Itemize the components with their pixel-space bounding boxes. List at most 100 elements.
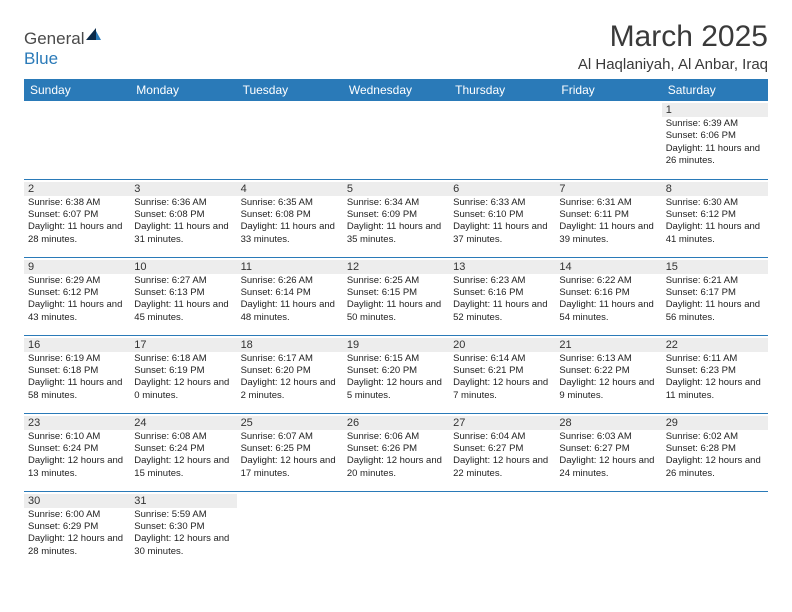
weekday-header: Thursday bbox=[449, 79, 555, 101]
day-cell: 26Sunrise: 6:06 AMSunset: 6:26 PMDayligh… bbox=[343, 413, 449, 491]
day-details: Sunrise: 6:02 AMSunset: 6:28 PMDaylight:… bbox=[666, 431, 764, 480]
day-details: Sunrise: 6:15 AMSunset: 6:20 PMDaylight:… bbox=[347, 353, 445, 402]
day-details: Sunrise: 6:39 AMSunset: 6:06 PMDaylight:… bbox=[666, 118, 764, 167]
day-number: 16 bbox=[24, 338, 130, 352]
day-details: Sunrise: 6:25 AMSunset: 6:15 PMDaylight:… bbox=[347, 275, 445, 324]
day-number: 29 bbox=[662, 416, 768, 430]
empty-cell bbox=[130, 101, 236, 179]
day-cell: 8Sunrise: 6:30 AMSunset: 6:12 PMDaylight… bbox=[662, 179, 768, 257]
day-number: 26 bbox=[343, 416, 449, 430]
day-details: Sunrise: 6:33 AMSunset: 6:10 PMDaylight:… bbox=[453, 197, 551, 246]
day-cell: 15Sunrise: 6:21 AMSunset: 6:17 PMDayligh… bbox=[662, 257, 768, 335]
day-cell: 5Sunrise: 6:34 AMSunset: 6:09 PMDaylight… bbox=[343, 179, 449, 257]
day-cell: 11Sunrise: 6:26 AMSunset: 6:14 PMDayligh… bbox=[237, 257, 343, 335]
day-number: 3 bbox=[130, 182, 236, 196]
brand-name-2: Blue bbox=[24, 49, 58, 68]
empty-cell bbox=[237, 491, 343, 569]
empty-cell bbox=[555, 101, 661, 179]
empty-cell bbox=[449, 101, 555, 179]
day-details: Sunrise: 6:03 AMSunset: 6:27 PMDaylight:… bbox=[559, 431, 657, 480]
day-number: 7 bbox=[555, 182, 661, 196]
calendar-row: 1Sunrise: 6:39 AMSunset: 6:06 PMDaylight… bbox=[24, 101, 768, 179]
weekday-header: Sunday bbox=[24, 79, 130, 101]
day-cell: 30Sunrise: 6:00 AMSunset: 6:29 PMDayligh… bbox=[24, 491, 130, 569]
day-number: 13 bbox=[449, 260, 555, 274]
day-number: 12 bbox=[343, 260, 449, 274]
title-block: March 2025 Al Haqlaniyah, Al Anbar, Iraq bbox=[578, 20, 768, 73]
day-details: Sunrise: 6:23 AMSunset: 6:16 PMDaylight:… bbox=[453, 275, 551, 324]
day-details: Sunrise: 6:10 AMSunset: 6:24 PMDaylight:… bbox=[28, 431, 126, 480]
day-number: 1 bbox=[662, 103, 768, 117]
day-details: Sunrise: 6:26 AMSunset: 6:14 PMDaylight:… bbox=[241, 275, 339, 324]
day-details: Sunrise: 6:06 AMSunset: 6:26 PMDaylight:… bbox=[347, 431, 445, 480]
empty-cell bbox=[555, 491, 661, 569]
day-number: 9 bbox=[24, 260, 130, 274]
day-cell: 31Sunrise: 5:59 AMSunset: 6:30 PMDayligh… bbox=[130, 491, 236, 569]
empty-cell bbox=[343, 491, 449, 569]
day-cell: 18Sunrise: 6:17 AMSunset: 6:20 PMDayligh… bbox=[237, 335, 343, 413]
day-cell: 29Sunrise: 6:02 AMSunset: 6:28 PMDayligh… bbox=[662, 413, 768, 491]
day-details: Sunrise: 6:07 AMSunset: 6:25 PMDaylight:… bbox=[241, 431, 339, 480]
day-cell: 28Sunrise: 6:03 AMSunset: 6:27 PMDayligh… bbox=[555, 413, 661, 491]
day-number: 24 bbox=[130, 416, 236, 430]
weekday-header-row: Sunday Monday Tuesday Wednesday Thursday… bbox=[24, 79, 768, 101]
day-cell: 9Sunrise: 6:29 AMSunset: 6:12 PMDaylight… bbox=[24, 257, 130, 335]
empty-cell bbox=[237, 101, 343, 179]
weekday-header: Tuesday bbox=[237, 79, 343, 101]
day-details: Sunrise: 6:29 AMSunset: 6:12 PMDaylight:… bbox=[28, 275, 126, 324]
header: General Blue March 2025 Al Haqlaniyah, A… bbox=[24, 20, 768, 73]
day-number: 14 bbox=[555, 260, 661, 274]
sail-icon bbox=[84, 26, 102, 42]
day-details: Sunrise: 6:35 AMSunset: 6:08 PMDaylight:… bbox=[241, 197, 339, 246]
day-cell: 13Sunrise: 6:23 AMSunset: 6:16 PMDayligh… bbox=[449, 257, 555, 335]
day-cell: 25Sunrise: 6:07 AMSunset: 6:25 PMDayligh… bbox=[237, 413, 343, 491]
day-number: 31 bbox=[130, 494, 236, 508]
day-number: 18 bbox=[237, 338, 343, 352]
day-number: 15 bbox=[662, 260, 768, 274]
day-number: 27 bbox=[449, 416, 555, 430]
day-cell: 3Sunrise: 6:36 AMSunset: 6:08 PMDaylight… bbox=[130, 179, 236, 257]
calendar-row: 30Sunrise: 6:00 AMSunset: 6:29 PMDayligh… bbox=[24, 491, 768, 569]
day-details: Sunrise: 6:31 AMSunset: 6:11 PMDaylight:… bbox=[559, 197, 657, 246]
weekday-header: Friday bbox=[555, 79, 661, 101]
day-number: 23 bbox=[24, 416, 130, 430]
calendar-row: 2Sunrise: 6:38 AMSunset: 6:07 PMDaylight… bbox=[24, 179, 768, 257]
empty-cell bbox=[662, 491, 768, 569]
brand-logo: General Blue bbox=[24, 20, 102, 69]
day-details: Sunrise: 6:27 AMSunset: 6:13 PMDaylight:… bbox=[134, 275, 232, 324]
day-details: Sunrise: 6:34 AMSunset: 6:09 PMDaylight:… bbox=[347, 197, 445, 246]
day-details: Sunrise: 5:59 AMSunset: 6:30 PMDaylight:… bbox=[134, 509, 232, 558]
day-number: 17 bbox=[130, 338, 236, 352]
day-number: 4 bbox=[237, 182, 343, 196]
day-cell: 4Sunrise: 6:35 AMSunset: 6:08 PMDaylight… bbox=[237, 179, 343, 257]
calendar-body: 1Sunrise: 6:39 AMSunset: 6:06 PMDaylight… bbox=[24, 101, 768, 569]
day-number: 5 bbox=[343, 182, 449, 196]
day-cell: 17Sunrise: 6:18 AMSunset: 6:19 PMDayligh… bbox=[130, 335, 236, 413]
day-cell: 14Sunrise: 6:22 AMSunset: 6:16 PMDayligh… bbox=[555, 257, 661, 335]
day-number: 28 bbox=[555, 416, 661, 430]
day-cell: 22Sunrise: 6:11 AMSunset: 6:23 PMDayligh… bbox=[662, 335, 768, 413]
day-cell: 10Sunrise: 6:27 AMSunset: 6:13 PMDayligh… bbox=[130, 257, 236, 335]
day-details: Sunrise: 6:11 AMSunset: 6:23 PMDaylight:… bbox=[666, 353, 764, 402]
calendar-page: General Blue March 2025 Al Haqlaniyah, A… bbox=[0, 0, 792, 579]
day-details: Sunrise: 6:21 AMSunset: 6:17 PMDaylight:… bbox=[666, 275, 764, 324]
day-details: Sunrise: 6:00 AMSunset: 6:29 PMDaylight:… bbox=[28, 509, 126, 558]
day-number: 19 bbox=[343, 338, 449, 352]
day-number: 8 bbox=[662, 182, 768, 196]
calendar-table: Sunday Monday Tuesday Wednesday Thursday… bbox=[24, 79, 768, 569]
day-details: Sunrise: 6:08 AMSunset: 6:24 PMDaylight:… bbox=[134, 431, 232, 480]
calendar-row: 16Sunrise: 6:19 AMSunset: 6:18 PMDayligh… bbox=[24, 335, 768, 413]
day-cell: 21Sunrise: 6:13 AMSunset: 6:22 PMDayligh… bbox=[555, 335, 661, 413]
day-number: 10 bbox=[130, 260, 236, 274]
day-details: Sunrise: 6:18 AMSunset: 6:19 PMDaylight:… bbox=[134, 353, 232, 402]
location: Al Haqlaniyah, Al Anbar, Iraq bbox=[578, 56, 768, 73]
day-cell: 1Sunrise: 6:39 AMSunset: 6:06 PMDaylight… bbox=[662, 101, 768, 179]
brand-name-1: General bbox=[24, 29, 84, 48]
empty-cell bbox=[449, 491, 555, 569]
day-cell: 6Sunrise: 6:33 AMSunset: 6:10 PMDaylight… bbox=[449, 179, 555, 257]
day-number: 25 bbox=[237, 416, 343, 430]
calendar-row: 9Sunrise: 6:29 AMSunset: 6:12 PMDaylight… bbox=[24, 257, 768, 335]
day-cell: 7Sunrise: 6:31 AMSunset: 6:11 PMDaylight… bbox=[555, 179, 661, 257]
day-details: Sunrise: 6:30 AMSunset: 6:12 PMDaylight:… bbox=[666, 197, 764, 246]
calendar-row: 23Sunrise: 6:10 AMSunset: 6:24 PMDayligh… bbox=[24, 413, 768, 491]
